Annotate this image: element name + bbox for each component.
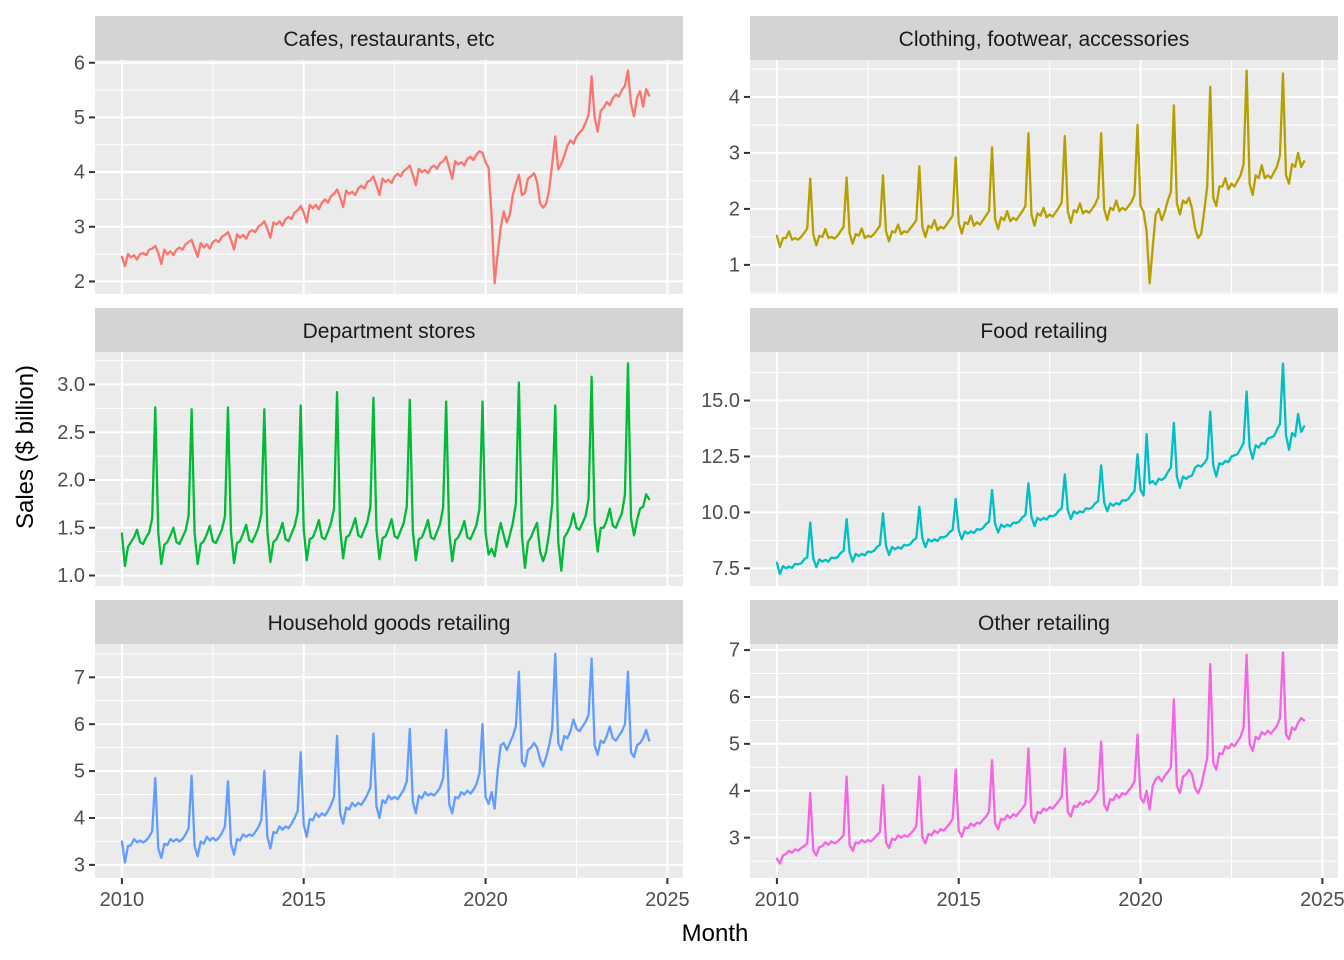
x-tick-label: 2010	[755, 889, 800, 911]
y-tick-label: 12.5	[701, 446, 740, 468]
series-line	[775, 651, 1306, 865]
x-tick-label: 2015	[281, 889, 326, 911]
y-tick-label: 15.0	[701, 390, 740, 412]
facet-4: Household goods retailing 7 6 5 4 3 2010 2015 20…	[74, 600, 690, 911]
panel-background	[95, 352, 683, 586]
y-tick-label: 10.0	[701, 502, 740, 524]
facet-strip	[750, 308, 1338, 352]
x-axis-title: Month	[681, 920, 749, 947]
facet-title: Household goods retailing	[268, 612, 511, 635]
y-tick-label: 6	[74, 52, 85, 74]
facet-title: Cafes, restaurants, etc	[283, 28, 494, 51]
y-tick-label: 7.5	[712, 558, 740, 580]
facet-0: Cafes, restaurants, etc 6 5 4 3 2	[74, 16, 683, 294]
y-tick-label: 4	[729, 780, 740, 802]
y-tick-label: 2.5	[57, 422, 85, 444]
facet-title: Clothing, footwear, accessories	[899, 28, 1190, 51]
series-line	[120, 69, 651, 285]
x-tick-label: 2020	[1118, 889, 1163, 911]
series-line	[120, 362, 651, 572]
y-tick-label: 3	[74, 216, 85, 238]
y-tick-label: 6	[74, 714, 85, 736]
x-tick-label: 2015	[936, 889, 981, 911]
series-line	[775, 69, 1306, 285]
panel-background	[95, 60, 683, 294]
y-tick-label: 2	[74, 271, 85, 293]
y-tick-label: 1.0	[57, 565, 85, 587]
y-tick-label: 2.0	[57, 470, 85, 492]
y-tick-label: 6	[729, 687, 740, 709]
x-tick-label: 2025	[1300, 889, 1344, 911]
facet-title: Food retailing	[980, 320, 1107, 343]
y-tick-label: 7	[74, 667, 85, 689]
x-tick-label: 2025	[645, 889, 690, 911]
y-tick-label: 2	[729, 199, 740, 221]
panel-background	[750, 644, 1338, 878]
facet-1: Clothing, footwear, accessories 4 3 2 1	[729, 16, 1338, 294]
x-tick-label: 2010	[100, 889, 145, 911]
facet-2: Department stores 3.0 2.5 2.0 1.5 1.0	[57, 308, 683, 587]
x-tick-label: 2020	[463, 889, 508, 911]
panel-background	[750, 352, 1338, 586]
y-tick-label: 5	[729, 733, 740, 755]
facet-strip	[95, 308, 683, 352]
y-tick-label: 4	[729, 87, 740, 109]
y-tick-label: 5	[74, 107, 85, 129]
series-line	[775, 362, 1306, 576]
y-tick-label: 3	[729, 143, 740, 165]
panel-background	[95, 644, 683, 878]
facet-title: Other retailing	[978, 612, 1110, 635]
facet-5: Other retailing 7 6 5 4 3 2010 2015 2020 2025	[729, 600, 1344, 911]
y-tick-label: 1	[729, 254, 740, 276]
facet-strip	[750, 600, 1338, 644]
y-tick-label: 1.5	[57, 517, 85, 539]
series-line	[120, 652, 651, 864]
y-tick-label: 5	[74, 761, 85, 783]
facet-strip	[95, 600, 683, 644]
y-tick-label: 3	[74, 854, 85, 876]
facet-title: Department stores	[303, 320, 476, 343]
facet-strip	[750, 16, 1338, 60]
y-tick-label: 4	[74, 162, 85, 184]
y-tick-label: 3	[729, 827, 740, 849]
y-tick-label: 4	[74, 808, 85, 830]
facet-3: Food retailing 15.0 12.5 10.0 7.5	[701, 308, 1338, 586]
facet-strip	[95, 16, 683, 60]
y-tick-label: 3.0	[57, 374, 85, 396]
y-axis-title: Sales ($ billion)	[12, 364, 39, 530]
y-tick-label: 7	[729, 640, 740, 662]
